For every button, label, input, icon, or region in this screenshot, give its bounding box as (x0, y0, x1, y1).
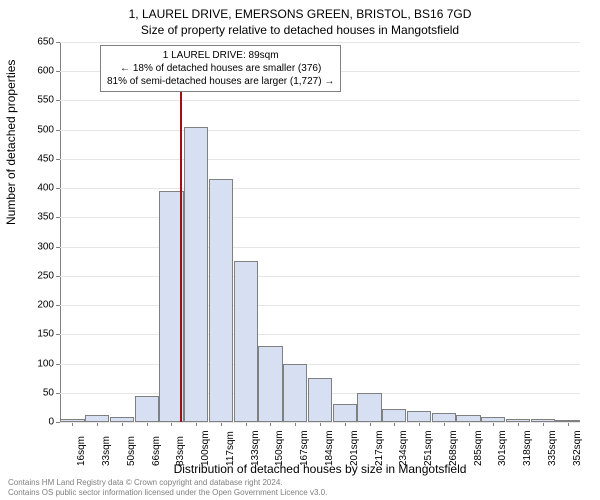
x-tick-label: 285sqm (473, 430, 484, 466)
x-tick-label: 201sqm (349, 430, 360, 466)
title-block: 1, LAUREL DRIVE, EMERSONS GREEN, BRISTOL… (0, 6, 600, 38)
histogram-bar (432, 413, 456, 422)
histogram-bar (135, 396, 159, 422)
y-axis-label: Number of detached properties (4, 60, 18, 225)
x-tick-label: 167sqm (299, 430, 310, 466)
histogram-bar (531, 419, 555, 422)
x-tick-label: 251sqm (423, 430, 434, 466)
y-tick-label: 350 (14, 212, 54, 223)
x-tick-label: 335sqm (547, 430, 558, 466)
bars-group (60, 42, 580, 422)
marker-line (180, 76, 182, 422)
x-tick-label: 100sqm (200, 430, 211, 466)
histogram-bar (555, 420, 579, 422)
y-tick-label: 600 (14, 66, 54, 77)
x-tick-label: 184sqm (324, 430, 335, 466)
histogram-bar (258, 346, 282, 422)
x-tick-label: 234sqm (398, 430, 409, 466)
y-tick-label: 450 (14, 153, 54, 164)
y-tick-label: 50 (14, 387, 54, 398)
histogram-bar (308, 378, 332, 422)
histogram-bar (333, 404, 357, 422)
y-tick-label: 250 (14, 270, 54, 281)
histogram-bar (481, 417, 505, 422)
footer-line-2: Contains OS public sector information li… (8, 488, 327, 498)
y-tick-label: 150 (14, 329, 54, 340)
histogram-bar (506, 419, 530, 423)
histogram-bar (382, 409, 406, 422)
x-tick-label: 150sqm (274, 430, 285, 466)
y-tick-label: 400 (14, 183, 54, 194)
histogram-bar (407, 411, 431, 422)
y-tick-label: 550 (14, 95, 54, 106)
y-tick-label: 0 (14, 417, 54, 428)
x-axis-label: Distribution of detached houses by size … (60, 462, 580, 476)
histogram-bar (209, 179, 233, 422)
annotation-line-1: 1 LAUREL DRIVE: 89sqm (107, 49, 334, 62)
footer-line-1: Contains HM Land Registry data © Crown c… (8, 478, 327, 488)
x-tick-label: 318sqm (522, 430, 533, 466)
histogram-bar (184, 127, 208, 422)
histogram-bar (234, 261, 258, 422)
y-tick-label: 100 (14, 358, 54, 369)
y-tick-label: 650 (14, 37, 54, 48)
x-tick-label: 217sqm (374, 430, 385, 466)
histogram-bar (110, 417, 134, 422)
chart-container: 1, LAUREL DRIVE, EMERSONS GREEN, BRISTOL… (0, 0, 600, 500)
title-line-1: 1, LAUREL DRIVE, EMERSONS GREEN, BRISTOL… (0, 6, 600, 22)
title-line-2: Size of property relative to detached ho… (0, 22, 600, 38)
annotation-line-2: ← 18% of detached houses are smaller (37… (107, 62, 334, 75)
x-tick-label: 352sqm (572, 430, 583, 466)
histogram-bar (60, 419, 84, 422)
y-tick-label: 200 (14, 300, 54, 311)
y-tick-label: 500 (14, 124, 54, 135)
histogram-bar (85, 415, 109, 422)
footer-block: Contains HM Land Registry data © Crown c… (8, 478, 327, 498)
x-tick-label: 117sqm (225, 431, 236, 466)
x-tick-label: 301sqm (497, 430, 508, 466)
plot-area: 16sqm33sqm50sqm66sqm83sqm100sqm117sqm133… (60, 42, 580, 423)
histogram-bar (283, 364, 307, 422)
annotation-line-3: 81% of semi-detached houses are larger (… (107, 75, 334, 88)
gridline (60, 422, 580, 423)
histogram-bar (357, 393, 381, 422)
annotation-box: 1 LAUREL DRIVE: 89sqm ← 18% of detached … (100, 45, 341, 92)
y-tick-label: 300 (14, 241, 54, 252)
histogram-bar (456, 415, 480, 422)
x-tick-label: 133sqm (250, 430, 261, 466)
x-tick-label: 268sqm (448, 430, 459, 466)
